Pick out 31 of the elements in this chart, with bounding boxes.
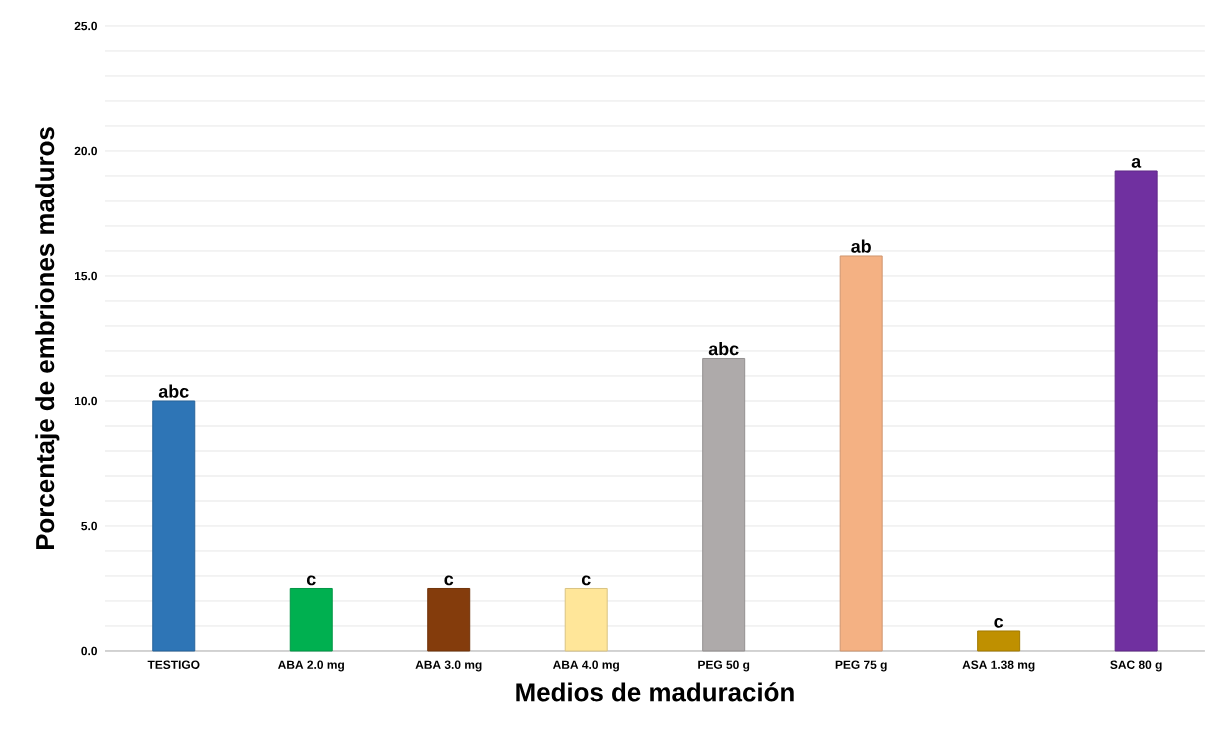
annotation: c [306,575,316,586]
bar [839,255,883,652]
x-tick-label: SAC 80 g [1110,660,1162,672]
x-tick-label: PEG 50 g [698,660,750,672]
y-axis-title: Porcentaje de embriones maduros [35,127,60,550]
bar [1114,170,1158,652]
annotation: c [994,617,1004,628]
bar [977,630,1021,652]
x-axis-title: Medios de maduración [516,682,794,702]
annotation: abc [158,384,189,398]
y-tick-label: 25.0 [74,21,97,31]
x-tick-label: TESTIGO [147,660,200,669]
annotation: c [581,575,591,586]
bar [152,400,196,652]
annotation: ab [851,239,871,253]
annotation: c [444,575,454,586]
annotation: abc [708,342,739,356]
x-tick-label: ABA 2.0 mg [277,660,344,672]
y-tick-label: 0.0 [81,646,97,656]
x-tick-label: ASA 1.38 mg [962,660,1035,672]
y-tick-label: 20.0 [74,146,97,156]
x-tick-label: ABA 4.0 mg [552,660,619,672]
y-tick-label: 10.0 [74,396,97,406]
x-tick-label: PEG 75 g [835,660,887,672]
bar [289,587,333,652]
annotation: a [1131,157,1142,168]
bar [564,587,608,652]
x-tick-label: ABA 3.0 mg [415,660,482,672]
bar [427,587,471,652]
y-tick-label: 15.0 [74,271,97,281]
y-tick-label: 5.0 [81,521,97,531]
